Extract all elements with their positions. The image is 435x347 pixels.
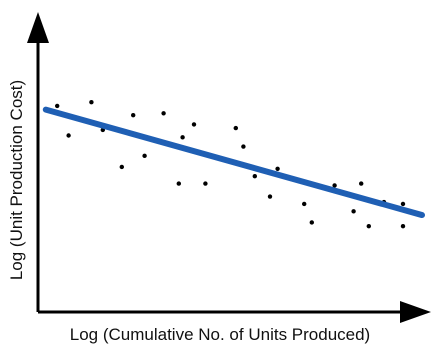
y-axis-arrowhead — [27, 12, 49, 43]
x-axis-arrowhead — [400, 301, 431, 323]
y-axis-label: Log (Unit Production Cost) — [7, 80, 26, 280]
data-point — [233, 125, 238, 131]
data-point — [203, 181, 208, 186]
data-point — [400, 201, 406, 207]
data-point — [366, 223, 371, 229]
data-point — [241, 144, 246, 149]
data-point — [267, 194, 273, 199]
data-point — [359, 181, 364, 186]
x-axis-label: Log (Cumulative No. of Units Produced) — [70, 325, 370, 344]
data-point — [55, 103, 60, 109]
data-point — [176, 181, 181, 186]
data-point — [89, 100, 94, 105]
data-point — [191, 122, 197, 127]
data-point — [332, 183, 337, 188]
data-point — [275, 166, 280, 171]
data-point — [131, 112, 136, 118]
data-point — [252, 174, 257, 179]
data-point — [161, 111, 166, 116]
data-point — [309, 220, 314, 225]
data-point — [302, 201, 307, 207]
data-point — [119, 164, 125, 170]
data-point — [180, 135, 185, 140]
data-point — [351, 209, 356, 214]
data-point — [66, 133, 71, 138]
data-point — [142, 153, 147, 159]
trend-line — [42, 106, 425, 219]
data-point — [400, 223, 406, 229]
